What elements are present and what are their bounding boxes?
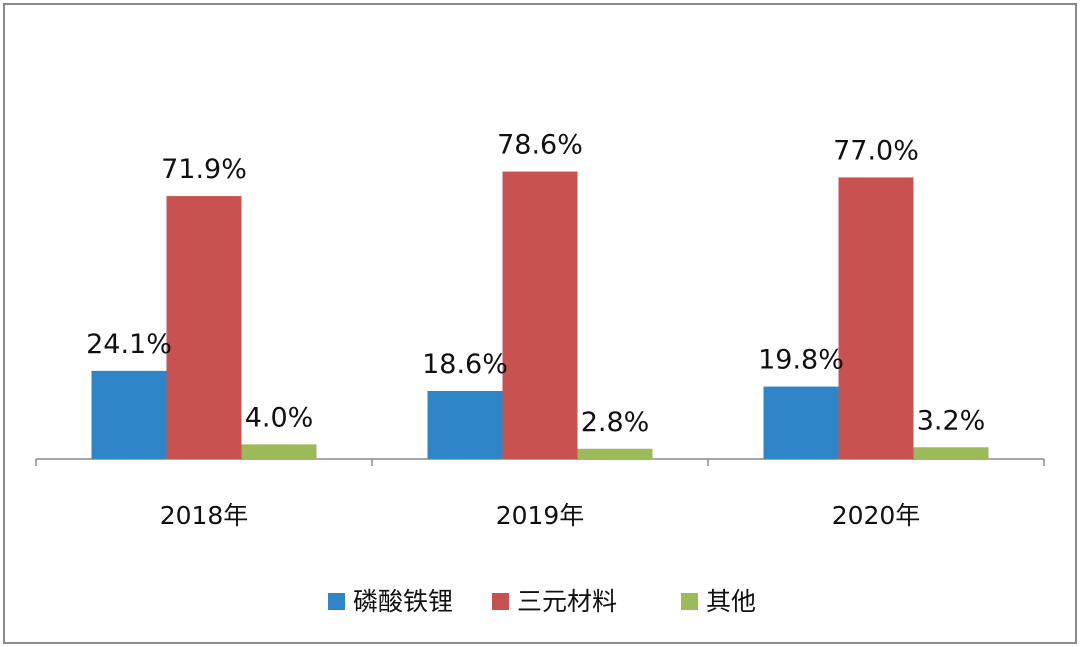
data-label: 77.0% (833, 135, 919, 166)
legend: 磷酸铁锂 三元材料 其他 (328, 587, 756, 616)
legend-label: 三元材料 (517, 587, 617, 616)
category-labels: 2018年 2019年 2020年 (160, 501, 921, 530)
legend-label: 磷酸铁锂 (353, 587, 453, 616)
data-label: 24.1% (86, 329, 172, 360)
bar (91, 370, 167, 459)
data-label: 18.6% (422, 349, 508, 380)
x-axis-ticks (35, 459, 1045, 466)
legend-item: 磷酸铁锂 (328, 587, 453, 616)
category-label: 2020年 (832, 501, 921, 530)
legend-item: 其他 (681, 587, 756, 616)
data-labels: 24.1% 71.9% 4.0% 18.6% 78.6% 2.8% 19.8% 77.0% 3.… (86, 130, 985, 438)
bar (427, 390, 503, 459)
bar (838, 177, 914, 459)
legend-label: 其他 (706, 587, 756, 616)
category-label: 2018年 (160, 501, 249, 530)
bar (577, 448, 653, 459)
bar (166, 196, 242, 459)
bars (91, 171, 989, 459)
legend-swatch (681, 593, 698, 610)
bar (763, 386, 839, 459)
bar (502, 171, 578, 459)
legend-swatch (328, 593, 345, 610)
category-label: 2019年 (496, 501, 585, 530)
legend-item: 三元材料 (492, 587, 617, 616)
bar (913, 447, 989, 459)
legend-swatch (492, 593, 509, 610)
data-label: 71.9% (161, 154, 247, 185)
data-label: 19.8% (758, 345, 844, 376)
data-label: 2.8% (581, 407, 650, 438)
data-label: 3.2% (917, 405, 986, 436)
data-label: 4.0% (245, 402, 314, 433)
bar (241, 444, 317, 459)
data-label: 78.6% (497, 130, 583, 161)
